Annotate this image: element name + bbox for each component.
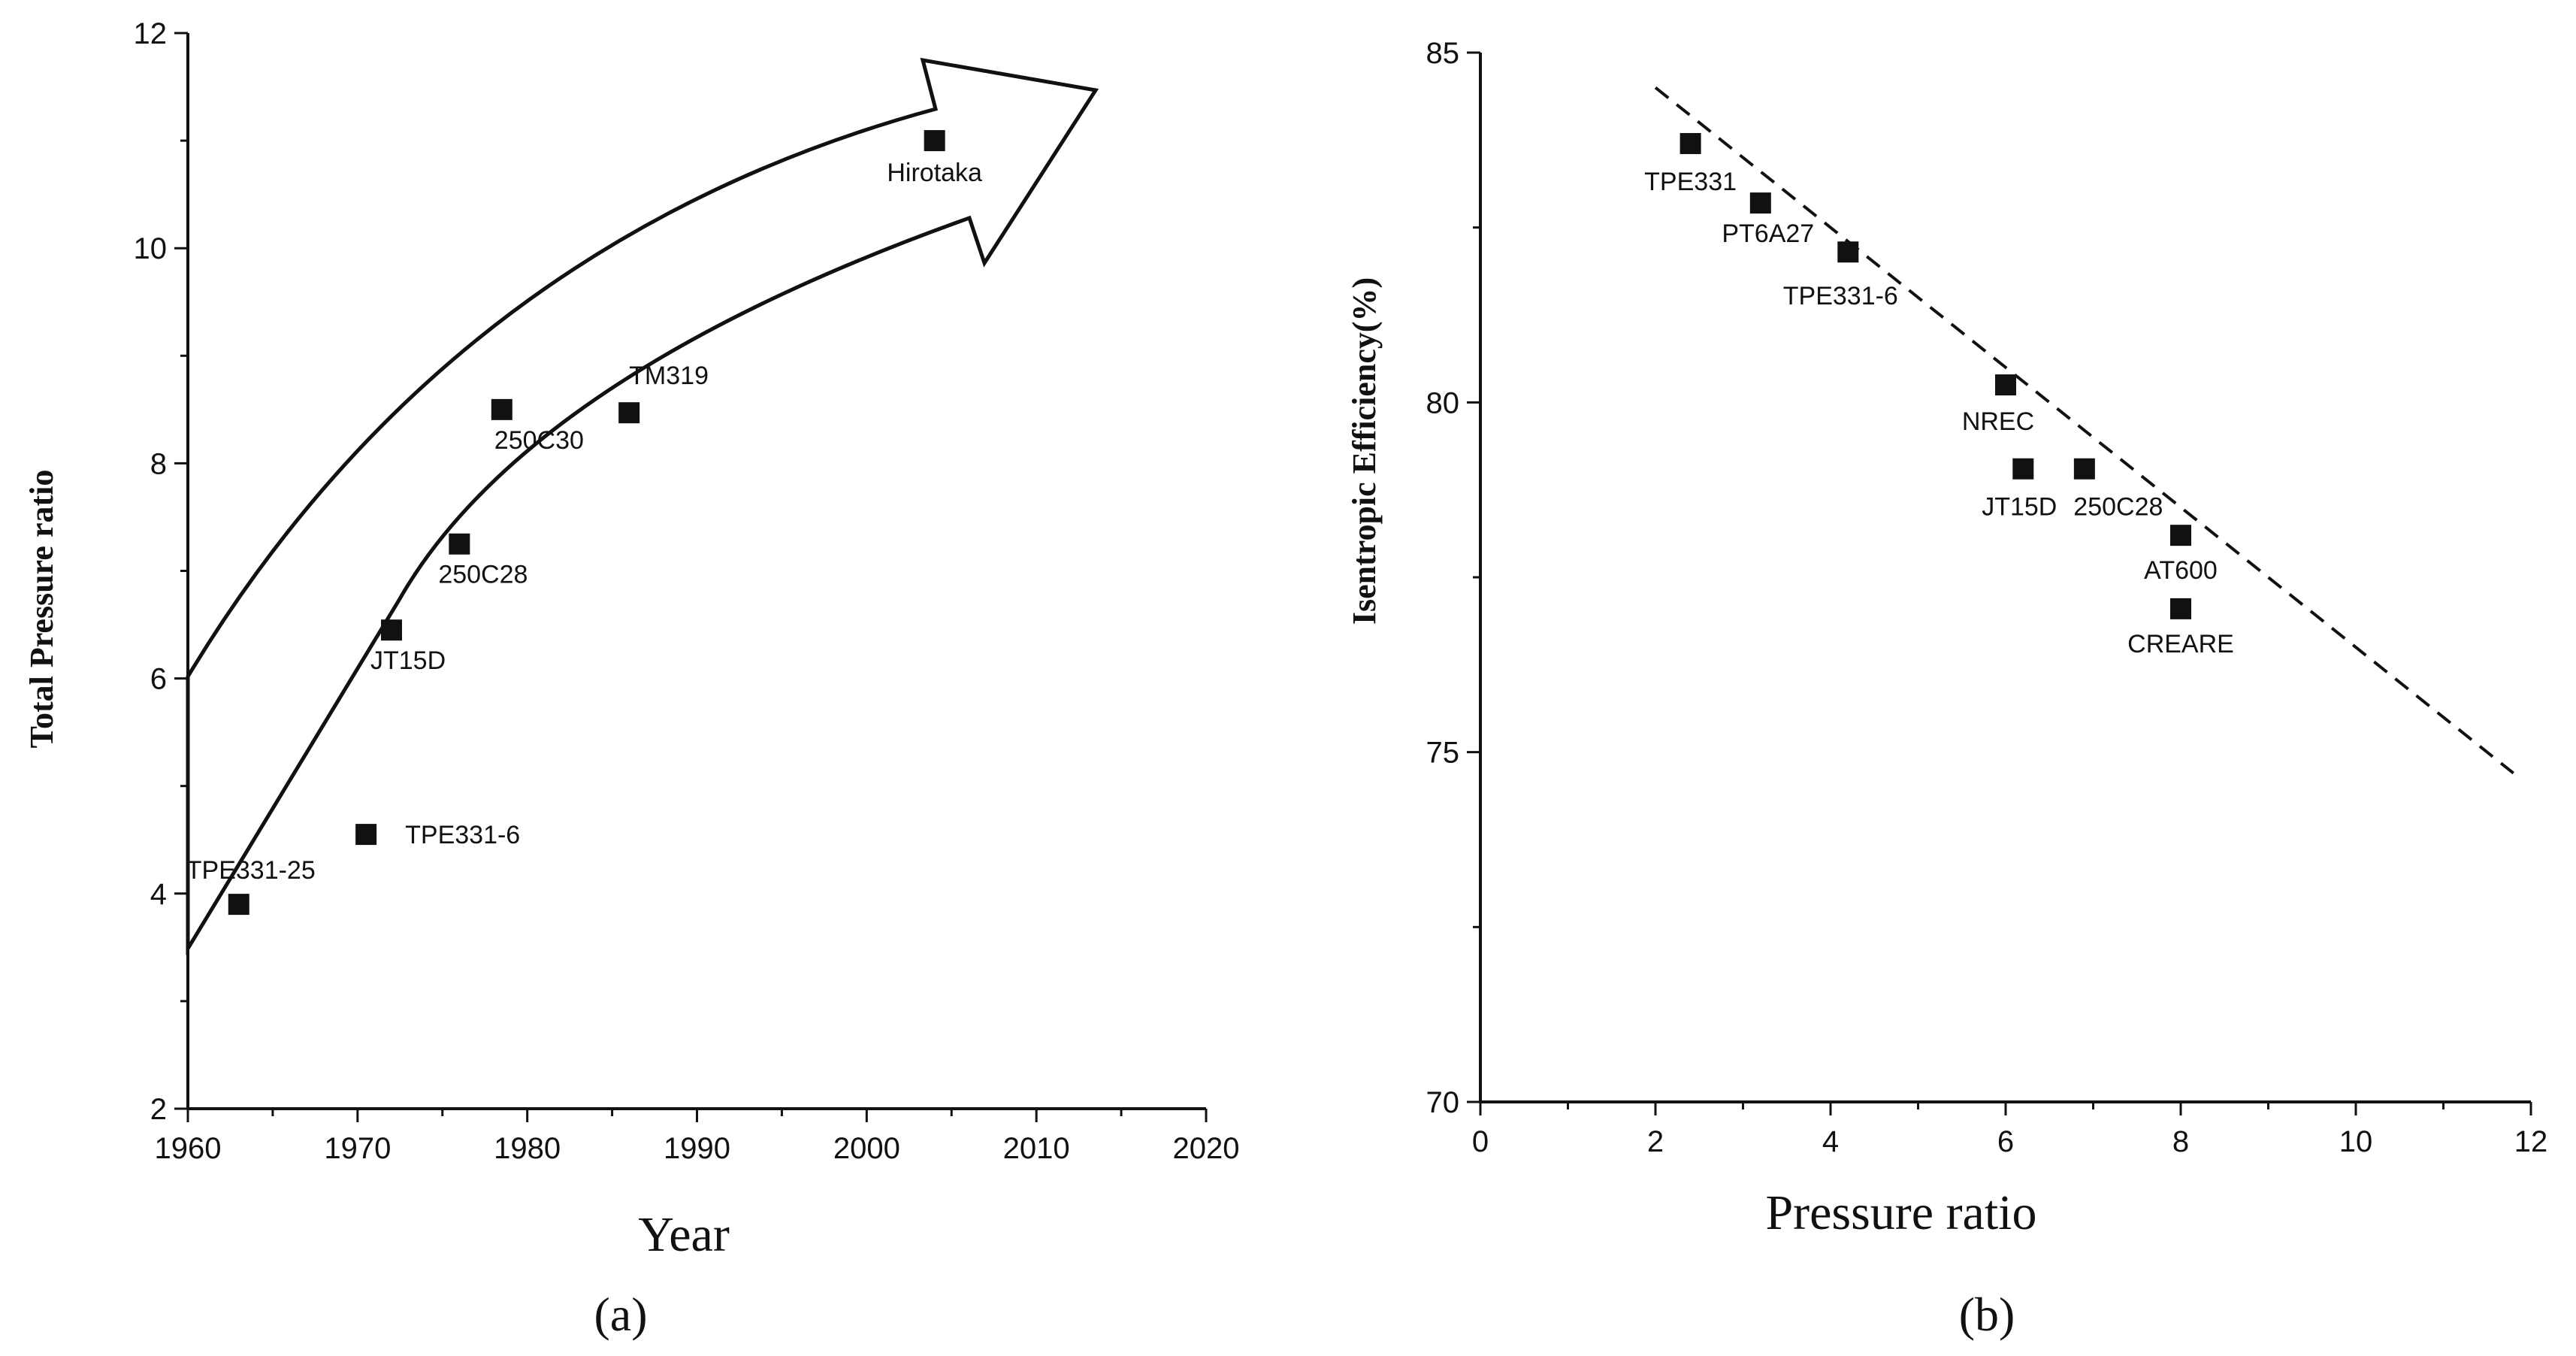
point-label-b: NREC (1962, 407, 2034, 436)
data-point-b (1995, 374, 2016, 396)
trend-line (1654, 86, 2514, 775)
data-point-a (228, 894, 249, 916)
x-tick-label-a: 2010 (1003, 1132, 1070, 1165)
point-label-a: TPE331-25 (186, 856, 316, 885)
x-tick-label-b: 4 (1822, 1125, 1839, 1158)
data-point-a (449, 533, 470, 555)
x-tick-label-a: 2020 (1173, 1132, 1240, 1165)
caption-b: (b) (1959, 1288, 2015, 1341)
x-tick-label-b: 6 (1997, 1125, 2014, 1158)
data-point-b (2073, 458, 2095, 480)
data-point-a (355, 824, 377, 846)
point-label-a: 250C28 (438, 561, 528, 589)
data-point-b (2012, 458, 2034, 480)
point-label-a: TM319 (629, 362, 709, 390)
x-tick-label-b: 8 (2172, 1125, 2189, 1158)
y-tick-label-b: 75 (1426, 737, 1460, 770)
y-tick-label-b: 70 (1426, 1086, 1460, 1119)
x-tick-label-a: 1970 (324, 1132, 391, 1165)
y-tick-label-a: 8 (150, 447, 167, 480)
x-tick-label-a: 1960 (155, 1132, 222, 1165)
x-tick-label-a: 1990 (664, 1132, 730, 1165)
data-point-b (1837, 241, 1859, 263)
point-label-b: TPE331-6 (1783, 282, 1898, 310)
label-mask (421, 639, 458, 699)
point-label-a: TPE331-6 (405, 821, 520, 849)
x-tick-label-a: 1980 (494, 1132, 561, 1165)
point-label-b: CREARE (2127, 630, 2234, 658)
y-tick-label-a: 4 (150, 878, 167, 911)
point-label-a: Hirotaka (887, 159, 982, 187)
point-label-b: PT6A27 (1722, 219, 1814, 248)
point-label-b: TPE331 (1644, 168, 1737, 196)
x-axis-title-a: Year (638, 1207, 730, 1262)
y-tick-label-a: 12 (134, 17, 168, 50)
chart-b: 0 2 4 6 8 10 12 70 75 80 85 TPE331 PT6A27 TPE331-6 NR… (1346, 37, 2547, 1240)
caption-a: (a) (594, 1288, 647, 1341)
y-tick-label-b: 85 (1426, 37, 1460, 70)
y-tick-label-a: 10 (134, 232, 168, 265)
x-tick-label-b: 2 (1647, 1125, 1664, 1158)
trend-arrow (186, 57, 1099, 955)
data-point-a (618, 402, 640, 424)
x-tick-label-b: 10 (2339, 1125, 2373, 1158)
y-axis-title-b: Isentropic Efficiency(%) (1346, 277, 1383, 625)
data-point-a (924, 130, 945, 152)
x-tick-label-b: 0 (1472, 1125, 1489, 1158)
y-tick-label-b: 80 (1426, 386, 1460, 419)
x-tick-label-b: 12 (2514, 1125, 2548, 1158)
x-tick-label-a: 2000 (833, 1132, 900, 1165)
data-point-b (2170, 525, 2191, 546)
data-point-a (381, 619, 402, 641)
y-axis-title-a: Total Pressure ratio (23, 470, 60, 749)
y-tick-label-a: 2 (150, 1093, 167, 1126)
point-label-b: JT15D (1982, 493, 2057, 522)
y-tick-label-a: 6 (150, 663, 167, 696)
data-point-b (1680, 132, 1701, 154)
point-label-b: AT600 (2144, 556, 2218, 585)
data-point-a (491, 398, 512, 420)
point-label-b: 250C28 (2073, 493, 2163, 522)
data-point-b (2170, 598, 2191, 619)
data-point-b (1749, 192, 1771, 214)
point-label-a: JT15D (370, 646, 446, 675)
chart-a: 1960 1970 1980 1990 2000 2010 2020 2 4 6 8 10 12 TPE… (23, 17, 1239, 1262)
x-axis-title-b: Pressure ratio (1765, 1185, 2036, 1240)
point-label-a: 250C30 (494, 426, 584, 455)
